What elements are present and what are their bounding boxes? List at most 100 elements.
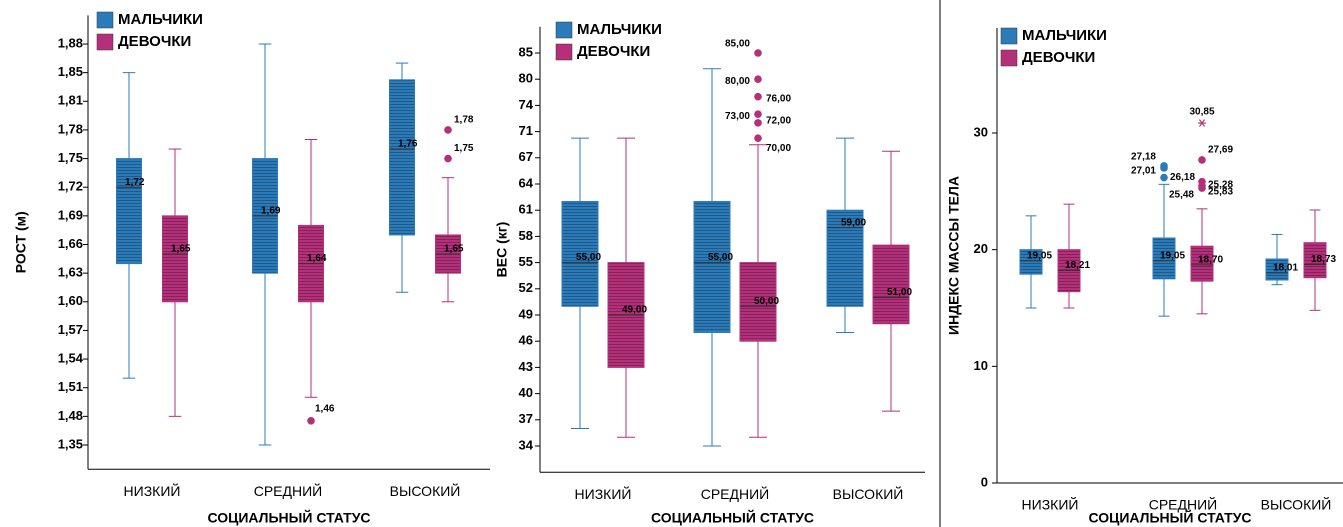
y-tick-label: 1,60 (58, 293, 83, 308)
box-hatch (1190, 245, 1214, 282)
outlier (307, 416, 315, 425)
median-label: 1,72 (125, 177, 145, 188)
legend-swatch (96, 33, 114, 51)
extreme (1198, 119, 1206, 127)
median-label: 19,05 (1160, 250, 1185, 261)
y-tick-label: 74 (519, 97, 534, 112)
median-label: 55,00 (708, 252, 733, 263)
y-tick-label: 58 (519, 228, 533, 243)
outlier-label: 25,28 (1208, 180, 1233, 191)
outlier-label: 80,00 (725, 76, 750, 87)
legend-label: ДЕВОЧКИ (118, 33, 191, 50)
outlier (1198, 156, 1206, 164)
box-hatch (872, 244, 910, 325)
median-label: 19,05 (1027, 250, 1052, 261)
outlier-label: 1,75 (454, 143, 474, 154)
median-label: 59,00 (841, 217, 866, 228)
box-hatch (739, 262, 777, 342)
outlier-label: 25,48 (1169, 189, 1194, 200)
x-tick-label: ВЫСОКИЙ (833, 485, 904, 502)
box-hatch (389, 79, 415, 236)
outlier-label: 76,00 (766, 93, 791, 104)
outlier (754, 49, 762, 57)
extreme-label: 30,85 (1189, 107, 1214, 118)
y-tick-label: 49 (519, 306, 533, 321)
median-label: 18,70 (1198, 254, 1223, 265)
outlier (1160, 164, 1168, 172)
y-axis-title: РОСТ (м) (13, 211, 29, 273)
median-label: 18,73 (1311, 254, 1336, 265)
y-tick-label: 1,72 (58, 179, 83, 194)
x-tick-label: ВЫСОКИЙ (1261, 496, 1332, 513)
box-hatch (116, 158, 142, 265)
legend-label: ДЕВОЧКИ (577, 43, 650, 60)
outlier (754, 92, 762, 101)
y-tick-label: 1,66 (58, 236, 83, 251)
legend-label: МАЛЬЧИКИ (577, 21, 662, 38)
outlier-label: 85,00 (725, 39, 750, 50)
y-tick-label: 1,75 (58, 150, 83, 165)
x-tick-label: НИЗКИЙ (575, 485, 632, 502)
y-tick-label: 71 (519, 123, 533, 138)
y-tick-label: 61 (519, 202, 533, 217)
y-tick-label: 1,57 (58, 322, 83, 337)
outlier-label: 73,00 (725, 111, 750, 122)
outlier-label: 27,69 (1208, 145, 1233, 156)
box-hatch (561, 200, 599, 307)
outlier (754, 119, 762, 127)
y-tick-label: 0 (981, 474, 988, 489)
y-tick-label: 34 (519, 437, 534, 452)
y-tick-label: 1,88 (58, 35, 83, 50)
box-hatch (1152, 237, 1176, 280)
legend-swatch (1000, 49, 1018, 67)
outlier-label: 1,46 (315, 403, 335, 414)
y-tick-label: 1,48 (58, 408, 83, 423)
y-axis-title: ИНДЕКС МАССЫ ТЕЛА (946, 176, 962, 335)
box-hatch (1019, 249, 1043, 275)
y-tick-label: 67 (519, 149, 533, 164)
legend-swatch (1000, 27, 1018, 45)
x-axis-title: СОЦИАЛЬНЫЙ СТАТУС (651, 509, 814, 526)
y-tick-label: 1,54 (58, 351, 84, 366)
y-tick-label: 55 (519, 254, 533, 269)
y-tick-label: 52 (519, 280, 533, 295)
median-label: 55,00 (576, 252, 601, 263)
y-tick-label: 1,78 (58, 121, 83, 136)
outlier (1160, 173, 1168, 182)
median-label: 18,21 (1065, 260, 1090, 271)
median-label: 1,76 (398, 139, 418, 150)
x-axis-title: СОЦИАЛЬНЫЙ СТАТУС (207, 509, 370, 526)
outlier (754, 75, 762, 83)
y-tick-label: 85 (519, 44, 533, 59)
y-tick-label: 30 (974, 124, 988, 139)
y-tick-label: 1,85 (58, 64, 83, 79)
y-tick-label: 1,81 (58, 93, 83, 108)
y-tick-label: 64 (519, 175, 534, 190)
median-label: 18,01 (1273, 263, 1298, 274)
box-hatch (1303, 242, 1327, 279)
outlier (444, 126, 452, 134)
outlier-label: 25,83 (1208, 186, 1233, 197)
y-tick-label: 1,35 (58, 436, 83, 451)
median-label: 51,00 (887, 287, 912, 298)
median-label: 1,64 (307, 253, 327, 264)
x-tick-label: НИЗКИЙ (124, 482, 181, 499)
outlier (1198, 177, 1206, 186)
x-tick-label: СРЕДНИЙ (254, 482, 323, 499)
box-hatch (1265, 258, 1289, 281)
y-tick-label: 40 (519, 385, 533, 400)
outlier (754, 110, 762, 118)
legend-swatch (555, 21, 573, 39)
legend-label: МАЛЬЧИКИ (118, 11, 203, 28)
legend-swatch (555, 43, 573, 61)
outlier-label: 72,00 (766, 116, 791, 127)
legend-swatch (96, 11, 114, 29)
y-tick-label: 1,51 (58, 379, 83, 394)
box-hatch (693, 200, 731, 333)
median-label: 1,65 (171, 244, 191, 255)
outlier-label: 27,01 (1131, 166, 1156, 177)
median-label: 1,65 (444, 244, 464, 255)
legend-label: МАЛЬЧИКИ (1022, 27, 1107, 44)
box-hatch (826, 209, 864, 307)
